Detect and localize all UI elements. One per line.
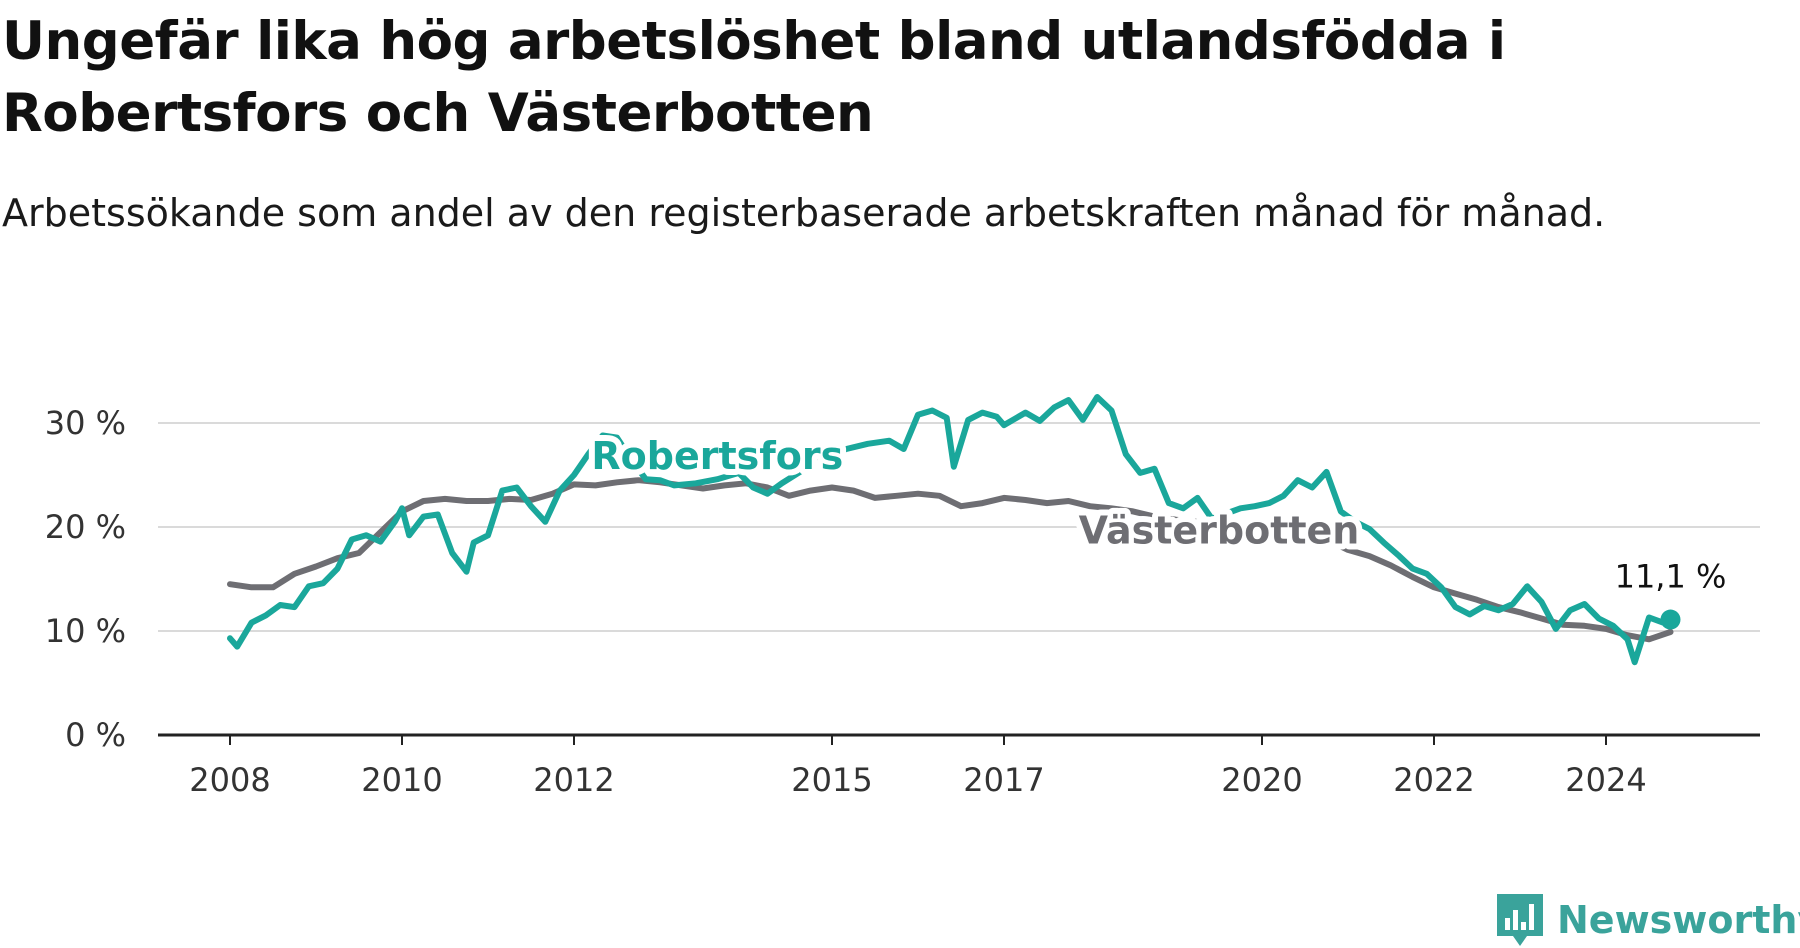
x-tick-label: 2024 [1565, 761, 1646, 799]
x-tick-label: 2015 [791, 761, 872, 799]
x-tick-label: 2017 [963, 761, 1044, 799]
series-label-vasterbotten: Västerbotten [1079, 509, 1360, 553]
y-tick-label: 30 % [45, 404, 126, 442]
x-tick-label: 2010 [361, 761, 442, 799]
y-tick-label: 0 % [65, 716, 126, 754]
x-tick-label: 2012 [533, 761, 614, 799]
bar-chart-logo-icon [1497, 894, 1543, 946]
y-tick-label: 20 % [45, 508, 126, 546]
axes: 0 % 10 % 20 % 30 % 2008 2010 2012 2015 2017 2020 2… [45, 404, 1760, 799]
last-value-label: 11,1 % [1615, 558, 1727, 596]
chart-title: Ungefär lika hög arbetslöshet bland utla… [2, 11, 1506, 144]
y-tick-label: 10 % [45, 612, 126, 650]
series-label-robertsfors: Robertsfors [591, 434, 843, 478]
annotations: Robertsfors Västerbotten 11,1 % [585, 428, 1727, 630]
x-tick-label: 2022 [1393, 761, 1474, 799]
series-line-västerbotten [227, 477, 1674, 643]
logo-text: Newsworthy [1557, 898, 1800, 942]
x-tick-label: 2008 [189, 761, 270, 799]
series-lines [227, 394, 1674, 666]
series-line-robertsfors [227, 394, 1674, 666]
newsworthy-logo: Newsworthy [1495, 892, 1800, 948]
x-tick-label: 2020 [1221, 761, 1302, 799]
grid-lines [158, 422, 1760, 632]
last-value-point [1660, 609, 1681, 630]
chart-subtitle: Arbetssökande som andel av den registerb… [2, 191, 1606, 235]
